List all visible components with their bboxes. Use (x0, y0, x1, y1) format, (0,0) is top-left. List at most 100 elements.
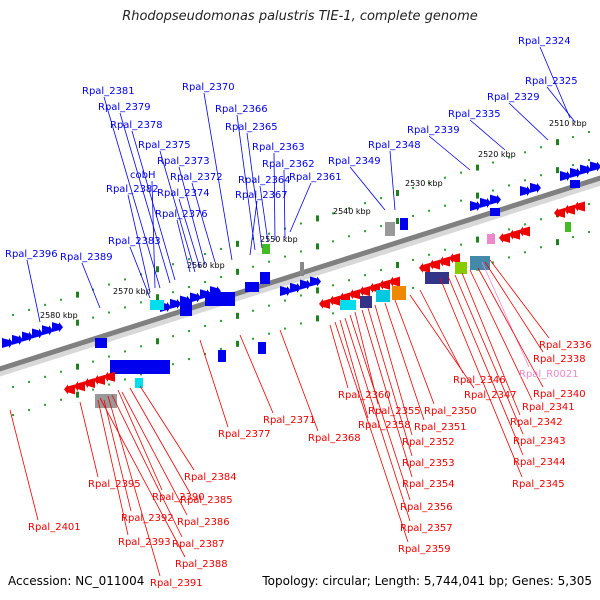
gene-arrow-forward (170, 298, 181, 309)
scale-tick (204, 253, 206, 256)
scale-tick (380, 197, 382, 200)
gene-label-bottom: Rpal_2347 (464, 390, 517, 401)
leader-line (151, 180, 156, 289)
leader-line (129, 246, 151, 299)
gene-box-forward (400, 218, 408, 230)
gene-label-top: Rpal_2372 (170, 172, 223, 183)
gene-label-top: Rpal_2325 (525, 76, 578, 87)
scale-tick (540, 174, 542, 177)
gene-box-forward (218, 350, 226, 362)
scale-label: 2510 kbp (549, 119, 587, 128)
gene-arrow-reverse (499, 232, 510, 243)
gene-arrow-forward (12, 334, 23, 345)
leader-line (469, 269, 533, 401)
scale-tick (28, 380, 30, 383)
gene-box (487, 234, 495, 244)
scale-tick (220, 247, 222, 250)
gene-labels: Rpal_2324 Rpal_2325 Rpal_2329 Rpal_2335 Rpal… (5, 36, 592, 589)
scale-tick (556, 139, 559, 146)
scale-tick (140, 345, 142, 348)
leader-line (361, 309, 413, 478)
leader-line (121, 391, 188, 516)
gene-label-top: Rpal_2329 (487, 92, 540, 103)
gene-box (340, 300, 356, 310)
scale-tick (572, 136, 574, 139)
leader-line (246, 132, 263, 249)
leader-line (374, 304, 413, 436)
gene-label-top: Rpal_2339 (407, 125, 460, 136)
scale-tick (44, 375, 46, 378)
scale-tick (236, 268, 239, 275)
gene-arrow-reverse (449, 253, 460, 264)
gene-box (150, 300, 164, 310)
gene-label-bottom: Rpal_2377 (218, 429, 271, 440)
scale-tick (316, 315, 319, 322)
scale-tick (428, 209, 430, 212)
scale-tick (220, 319, 222, 322)
scale-tick (508, 228, 510, 231)
gene-label-bottom: Rpal_2350 (424, 406, 477, 417)
scale-tick (124, 306, 126, 309)
scale-tick (364, 230, 366, 233)
scale-tick (588, 202, 590, 205)
gene-arrow-reverse (94, 374, 105, 385)
gene-arrow-forward (22, 331, 33, 342)
gene-label-bottom: Rpal_2392 (121, 513, 174, 524)
scale-tick (428, 181, 430, 184)
gene-box (135, 378, 143, 388)
leader-line (344, 317, 411, 522)
scale-tick (460, 243, 462, 246)
leader-line (119, 112, 171, 284)
scale-tick (508, 184, 510, 187)
scale-tick (396, 189, 399, 196)
scale-tick (364, 274, 366, 277)
scale-tick (588, 230, 590, 233)
scale-label: 2550 kbp (260, 235, 298, 244)
scale-tick (188, 358, 190, 361)
accession-text: Accession: NC_011004 (8, 574, 145, 588)
scale-tick (236, 340, 239, 347)
leader-line (469, 119, 506, 151)
leader-line (461, 272, 521, 416)
scale-tick (588, 130, 590, 133)
gene-arrow-reverse (74, 381, 85, 392)
scale-tick (12, 386, 14, 389)
gene-label-bottom: Rpal_2395 (88, 479, 141, 490)
gene-arrow-reverse (329, 295, 340, 306)
scale-tick (316, 287, 319, 294)
gene-arrow-reverse (104, 371, 115, 382)
gene-arrow-reverse (319, 298, 330, 309)
gene-label-bottom: Rpal_2336 (539, 340, 592, 351)
gene-box-forward (260, 272, 270, 284)
scale-tick (236, 312, 239, 319)
leader-line (367, 307, 413, 457)
scale-tick (252, 309, 254, 312)
gene-label-top: Rpal_2365 (225, 122, 278, 133)
scale-tick (108, 355, 110, 358)
scale-tick (60, 398, 62, 401)
backbone-shadow (0, 176, 600, 377)
scale-tick (412, 258, 414, 261)
scale-tick (124, 278, 126, 281)
gene-label-top: Rpal_2363 (252, 142, 305, 153)
scale-tick (572, 236, 574, 239)
gene-label-top: Rpal_2348 (368, 140, 421, 151)
gene-arrow-reverse (359, 286, 370, 297)
scale-tick (172, 291, 174, 294)
scale-tick (460, 171, 462, 174)
gene-label-bottom: Rpal_2343 (513, 436, 566, 447)
leader-line (384, 302, 425, 421)
gene-box-forward (570, 180, 580, 188)
leader-line (199, 339, 229, 428)
gene-label-top: Rpal_2349 (328, 156, 381, 167)
leader-line (249, 200, 258, 256)
gene-arrow-forward (290, 282, 301, 293)
scale-tick (204, 353, 206, 356)
leader-line (539, 46, 571, 119)
scale-tick (492, 261, 494, 264)
scale-tick (524, 179, 526, 182)
scale-tick (252, 237, 254, 240)
gene-box (565, 222, 571, 232)
scale-tick (556, 167, 559, 174)
